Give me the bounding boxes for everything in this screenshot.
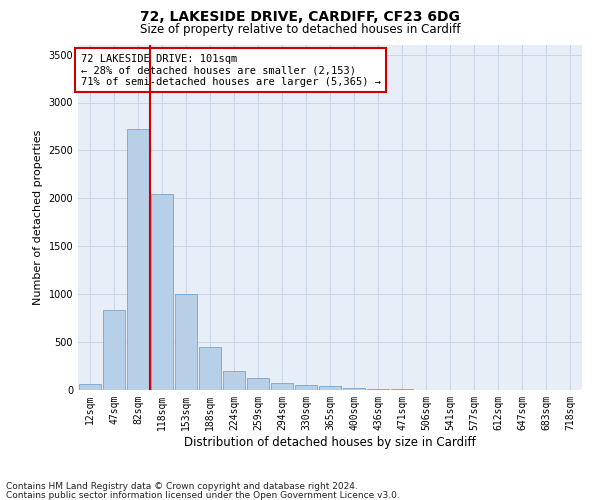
- Bar: [223, 371, 245, 390]
- Text: Contains public sector information licensed under the Open Government Licence v3: Contains public sector information licen…: [6, 490, 400, 500]
- X-axis label: Distribution of detached houses by size in Cardiff: Distribution of detached houses by size …: [184, 436, 476, 448]
- Text: 72 LAKESIDE DRIVE: 101sqm
← 28% of detached houses are smaller (2,153)
71% of se: 72 LAKESIDE DRIVE: 101sqm ← 28% of detac…: [80, 54, 380, 87]
- Bar: [199, 347, 221, 390]
- Bar: [247, 378, 269, 390]
- Bar: [175, 294, 197, 390]
- Text: Size of property relative to detached houses in Cardiff: Size of property relative to detached ho…: [140, 22, 460, 36]
- Bar: [319, 386, 341, 390]
- Text: Contains HM Land Registry data © Crown copyright and database right 2024.: Contains HM Land Registry data © Crown c…: [6, 482, 358, 491]
- Bar: [127, 130, 149, 390]
- Y-axis label: Number of detached properties: Number of detached properties: [33, 130, 43, 305]
- Bar: [367, 388, 389, 390]
- Bar: [343, 388, 365, 390]
- Bar: [391, 389, 413, 390]
- Text: 72, LAKESIDE DRIVE, CARDIFF, CF23 6DG: 72, LAKESIDE DRIVE, CARDIFF, CF23 6DG: [140, 10, 460, 24]
- Bar: [151, 194, 173, 390]
- Bar: [103, 310, 125, 390]
- Bar: [295, 384, 317, 390]
- Bar: [79, 384, 101, 390]
- Bar: [271, 384, 293, 390]
